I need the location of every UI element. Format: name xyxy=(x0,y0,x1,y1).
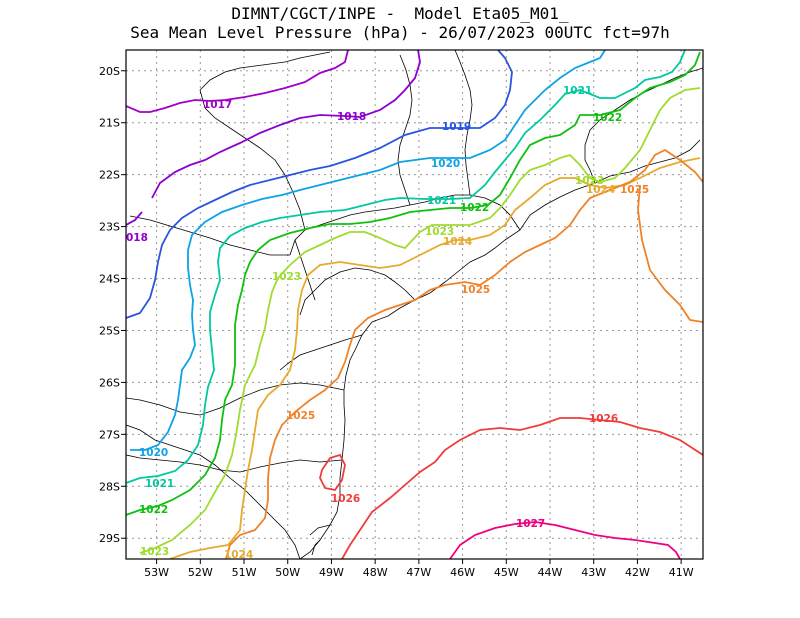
contour-1027 xyxy=(449,521,681,559)
contour-label-1021-b: 1021 xyxy=(427,195,456,207)
state-border-4 xyxy=(126,454,343,473)
lat-tick-label: 26S xyxy=(99,376,120,389)
state-border-6 xyxy=(584,67,703,184)
chart-title-line1: DIMNT/CGCT/INPE - Model Eta05_M01_ xyxy=(231,4,569,23)
contour-label-1025-c: 1025 xyxy=(286,410,315,422)
lat-tick-label: 20S xyxy=(99,65,120,78)
state-border-1 xyxy=(299,267,416,316)
contour-1018-b xyxy=(126,211,143,226)
lon-tick-label: 53W xyxy=(144,566,169,579)
contour-label-1026: 1026 xyxy=(589,413,618,425)
lat-tick-label: 28S xyxy=(99,480,120,493)
state-border-3 xyxy=(126,382,345,416)
contour-label-1017: 1017 xyxy=(203,99,232,111)
contour-1020 xyxy=(130,50,606,451)
lat-tick-label: 24S xyxy=(99,273,120,286)
river-1 xyxy=(294,239,316,301)
lon-tick-label: 41W xyxy=(669,566,694,579)
contour-label-1022: 1022 xyxy=(593,112,622,124)
contour-label-1020-b: 1020 xyxy=(139,447,168,459)
state-border-2 xyxy=(279,334,363,371)
state-border-10 xyxy=(199,89,306,231)
contour-label-1027: 1027 xyxy=(516,518,545,530)
coastline xyxy=(299,139,701,559)
state-border-7 xyxy=(454,50,473,196)
contour-1026-b xyxy=(319,453,346,491)
lon-tick-label: 43W xyxy=(581,566,606,579)
contour-1019 xyxy=(126,50,513,319)
lon-tick-label: 50W xyxy=(275,566,300,579)
contour-1026-a xyxy=(341,417,703,559)
contour-label-1024-b: 1024 xyxy=(443,236,472,248)
lon-tick-label: 52W xyxy=(188,566,213,579)
state-border-9 xyxy=(129,215,290,256)
lon-axis-ticks: 53W 52W 51W 50W 49W 48W 47W 46W 45W 44W 43W 42W 41W xyxy=(144,559,694,579)
lat-tick-label: 21S xyxy=(99,117,120,130)
contour-1025-b xyxy=(637,184,703,323)
lat-tick-label: 25S xyxy=(99,324,120,337)
contour-label-1021-c: 1021 xyxy=(145,478,174,490)
contour-label-1020: 1020 xyxy=(431,158,460,170)
lon-tick-label: 42W xyxy=(625,566,650,579)
contour-1021 xyxy=(126,50,686,484)
lon-tick-label: 51W xyxy=(232,566,257,579)
contour-1024 xyxy=(169,157,701,559)
contour-label-1024-c: 1024 xyxy=(224,549,253,561)
contour-1023 xyxy=(139,87,701,554)
contour-label-1023: 1023 xyxy=(575,175,604,187)
contour-label-1026-b: 1026 xyxy=(331,493,360,505)
plot-frame xyxy=(125,49,704,560)
lat-tick-label: 23S xyxy=(99,221,120,234)
contour-label-1018-edge: 018 xyxy=(126,232,148,244)
lon-tick-label: 47W xyxy=(406,566,431,579)
contour-label-1024: 1024 xyxy=(586,184,615,196)
chart-title-line2: Sea Mean Level Pressure (hPa) - 26/07/20… xyxy=(130,23,670,42)
lat-tick-label: 27S xyxy=(99,428,120,441)
contour-label-1018: 1018 xyxy=(337,111,366,123)
contour-1018-a xyxy=(151,50,421,199)
lagoon xyxy=(309,524,331,556)
lat-tick-label: 22S xyxy=(99,169,120,182)
contour-label-1025-b: 1025 xyxy=(461,284,490,296)
lat-tick-label: 29S xyxy=(99,532,120,545)
state-border-8 xyxy=(397,54,413,206)
contour-label-1023-c: 1023 xyxy=(272,271,301,283)
lat-axis-ticks: 20S 21S 22S 23S 24S 25S 26S 27S 28S 29S xyxy=(99,65,126,545)
contour-label-1023-b: 1023 xyxy=(425,226,454,238)
contour-label-1019: 1019 xyxy=(442,121,471,133)
contour-1017 xyxy=(126,50,349,113)
river-2 xyxy=(199,51,331,91)
lon-tick-label: 45W xyxy=(494,566,519,579)
contour-label-1022-c: 1022 xyxy=(139,504,168,516)
contour-label-1021: 1021 xyxy=(563,85,592,97)
contour-1022 xyxy=(126,51,701,516)
contour-label-1023-d: 1023 xyxy=(140,546,169,558)
contour-label-1025: 1025 xyxy=(620,184,649,196)
contour-1025-a xyxy=(225,148,703,559)
lon-tick-label: 46W xyxy=(450,566,475,579)
contour-label-1022-b: 1022 xyxy=(460,202,489,214)
lon-tick-label: 44W xyxy=(538,566,563,579)
lon-tick-label: 48W xyxy=(363,566,388,579)
lon-tick-label: 49W xyxy=(319,566,344,579)
